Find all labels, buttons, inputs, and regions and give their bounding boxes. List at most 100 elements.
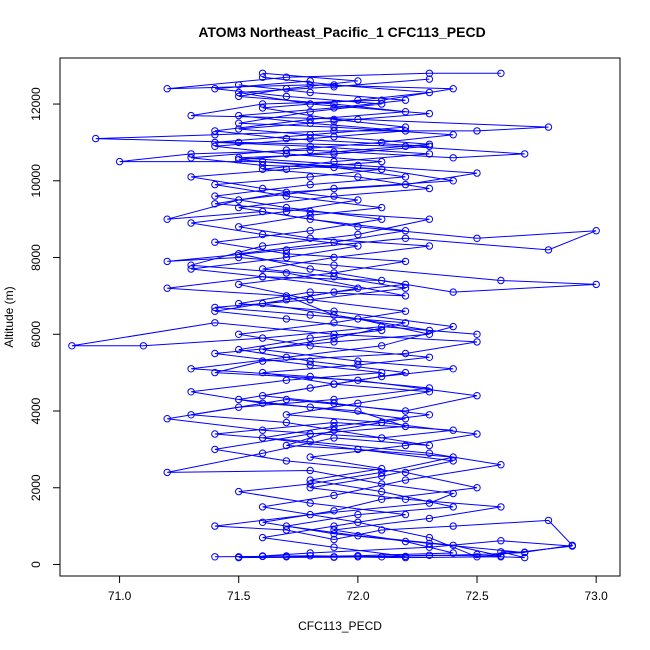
data-point [306,146,314,154]
data-point [258,434,267,442]
x-tick-label: 71.5 [227,589,251,603]
data-point [473,127,481,135]
data-point [330,100,338,108]
data-point [330,395,338,404]
data-point [306,100,314,108]
data-point [163,85,171,93]
data-point [211,138,219,147]
series-line [167,72,573,558]
data-point [401,234,410,243]
data-point [473,392,481,400]
x-axis-label: CFC113_PECD [298,619,382,633]
data-point [354,510,362,519]
data-point [378,203,386,212]
data-point [425,551,434,559]
data-point [401,173,410,181]
data-point [330,184,338,193]
data-point [425,150,434,158]
series-3 [187,77,505,561]
data-point [187,265,195,273]
data-point [425,514,434,523]
data-point [401,468,410,477]
data-point [354,532,362,540]
data-point [211,430,219,438]
data-point [330,127,338,135]
data-point [306,453,314,461]
data-point [378,418,386,427]
data-point [235,223,243,231]
data-point [306,180,314,189]
data-point [354,96,362,104]
data-point [282,522,291,530]
data-point [330,192,338,200]
data-point [306,342,314,350]
data-point [187,150,195,158]
data-point [282,207,291,216]
data-point [306,484,314,492]
data-point [425,215,434,223]
data-point [330,157,338,166]
data-point [378,468,386,477]
data-point [306,311,314,319]
data-point [258,273,267,281]
data-point [330,422,338,431]
data-point [354,361,362,369]
data-point [401,257,410,266]
data-point [306,88,314,97]
data-point [425,140,434,149]
data-point [401,407,410,415]
data-point [68,342,76,350]
data-point [354,223,362,231]
data-point [425,326,434,335]
data-point [425,441,434,450]
data-point [473,338,481,346]
data-point [401,441,410,450]
data-point [282,411,291,419]
data-point [378,495,386,503]
data-point [235,154,243,162]
data-point [378,480,386,488]
data-point [211,131,219,139]
data-point [306,430,314,438]
data-point [449,177,457,185]
data-point [354,77,362,85]
data-point [449,154,457,162]
data-point [425,499,434,507]
data-point [282,395,291,404]
data-point [544,246,553,254]
data-point [449,453,457,461]
data-point [282,296,291,304]
data-point [354,242,362,250]
data-point [306,207,314,216]
data-point [330,238,338,246]
data-point [330,117,338,126]
data-point [330,148,338,156]
data-point [378,96,386,104]
data-point [449,426,457,434]
data-point [330,491,338,500]
data-point [425,109,434,118]
data-point [187,388,195,396]
data-point [330,269,338,277]
data-point [425,184,434,193]
data-point [258,518,267,526]
data-point [211,180,219,189]
data-point [401,415,410,423]
data-point [258,426,267,434]
data-point [401,96,410,104]
data-point [235,280,243,289]
data-point [306,142,314,151]
data-point [330,150,338,158]
data-point [330,530,338,538]
data-point [330,338,338,346]
data-point [592,280,600,289]
data-point [306,211,314,220]
data-point [354,445,362,454]
data-point [521,553,529,562]
data-point [378,464,386,473]
data-point [592,227,600,235]
data-point [497,503,505,511]
data-point [330,526,338,534]
data-point [235,92,243,101]
data-point [282,188,291,197]
